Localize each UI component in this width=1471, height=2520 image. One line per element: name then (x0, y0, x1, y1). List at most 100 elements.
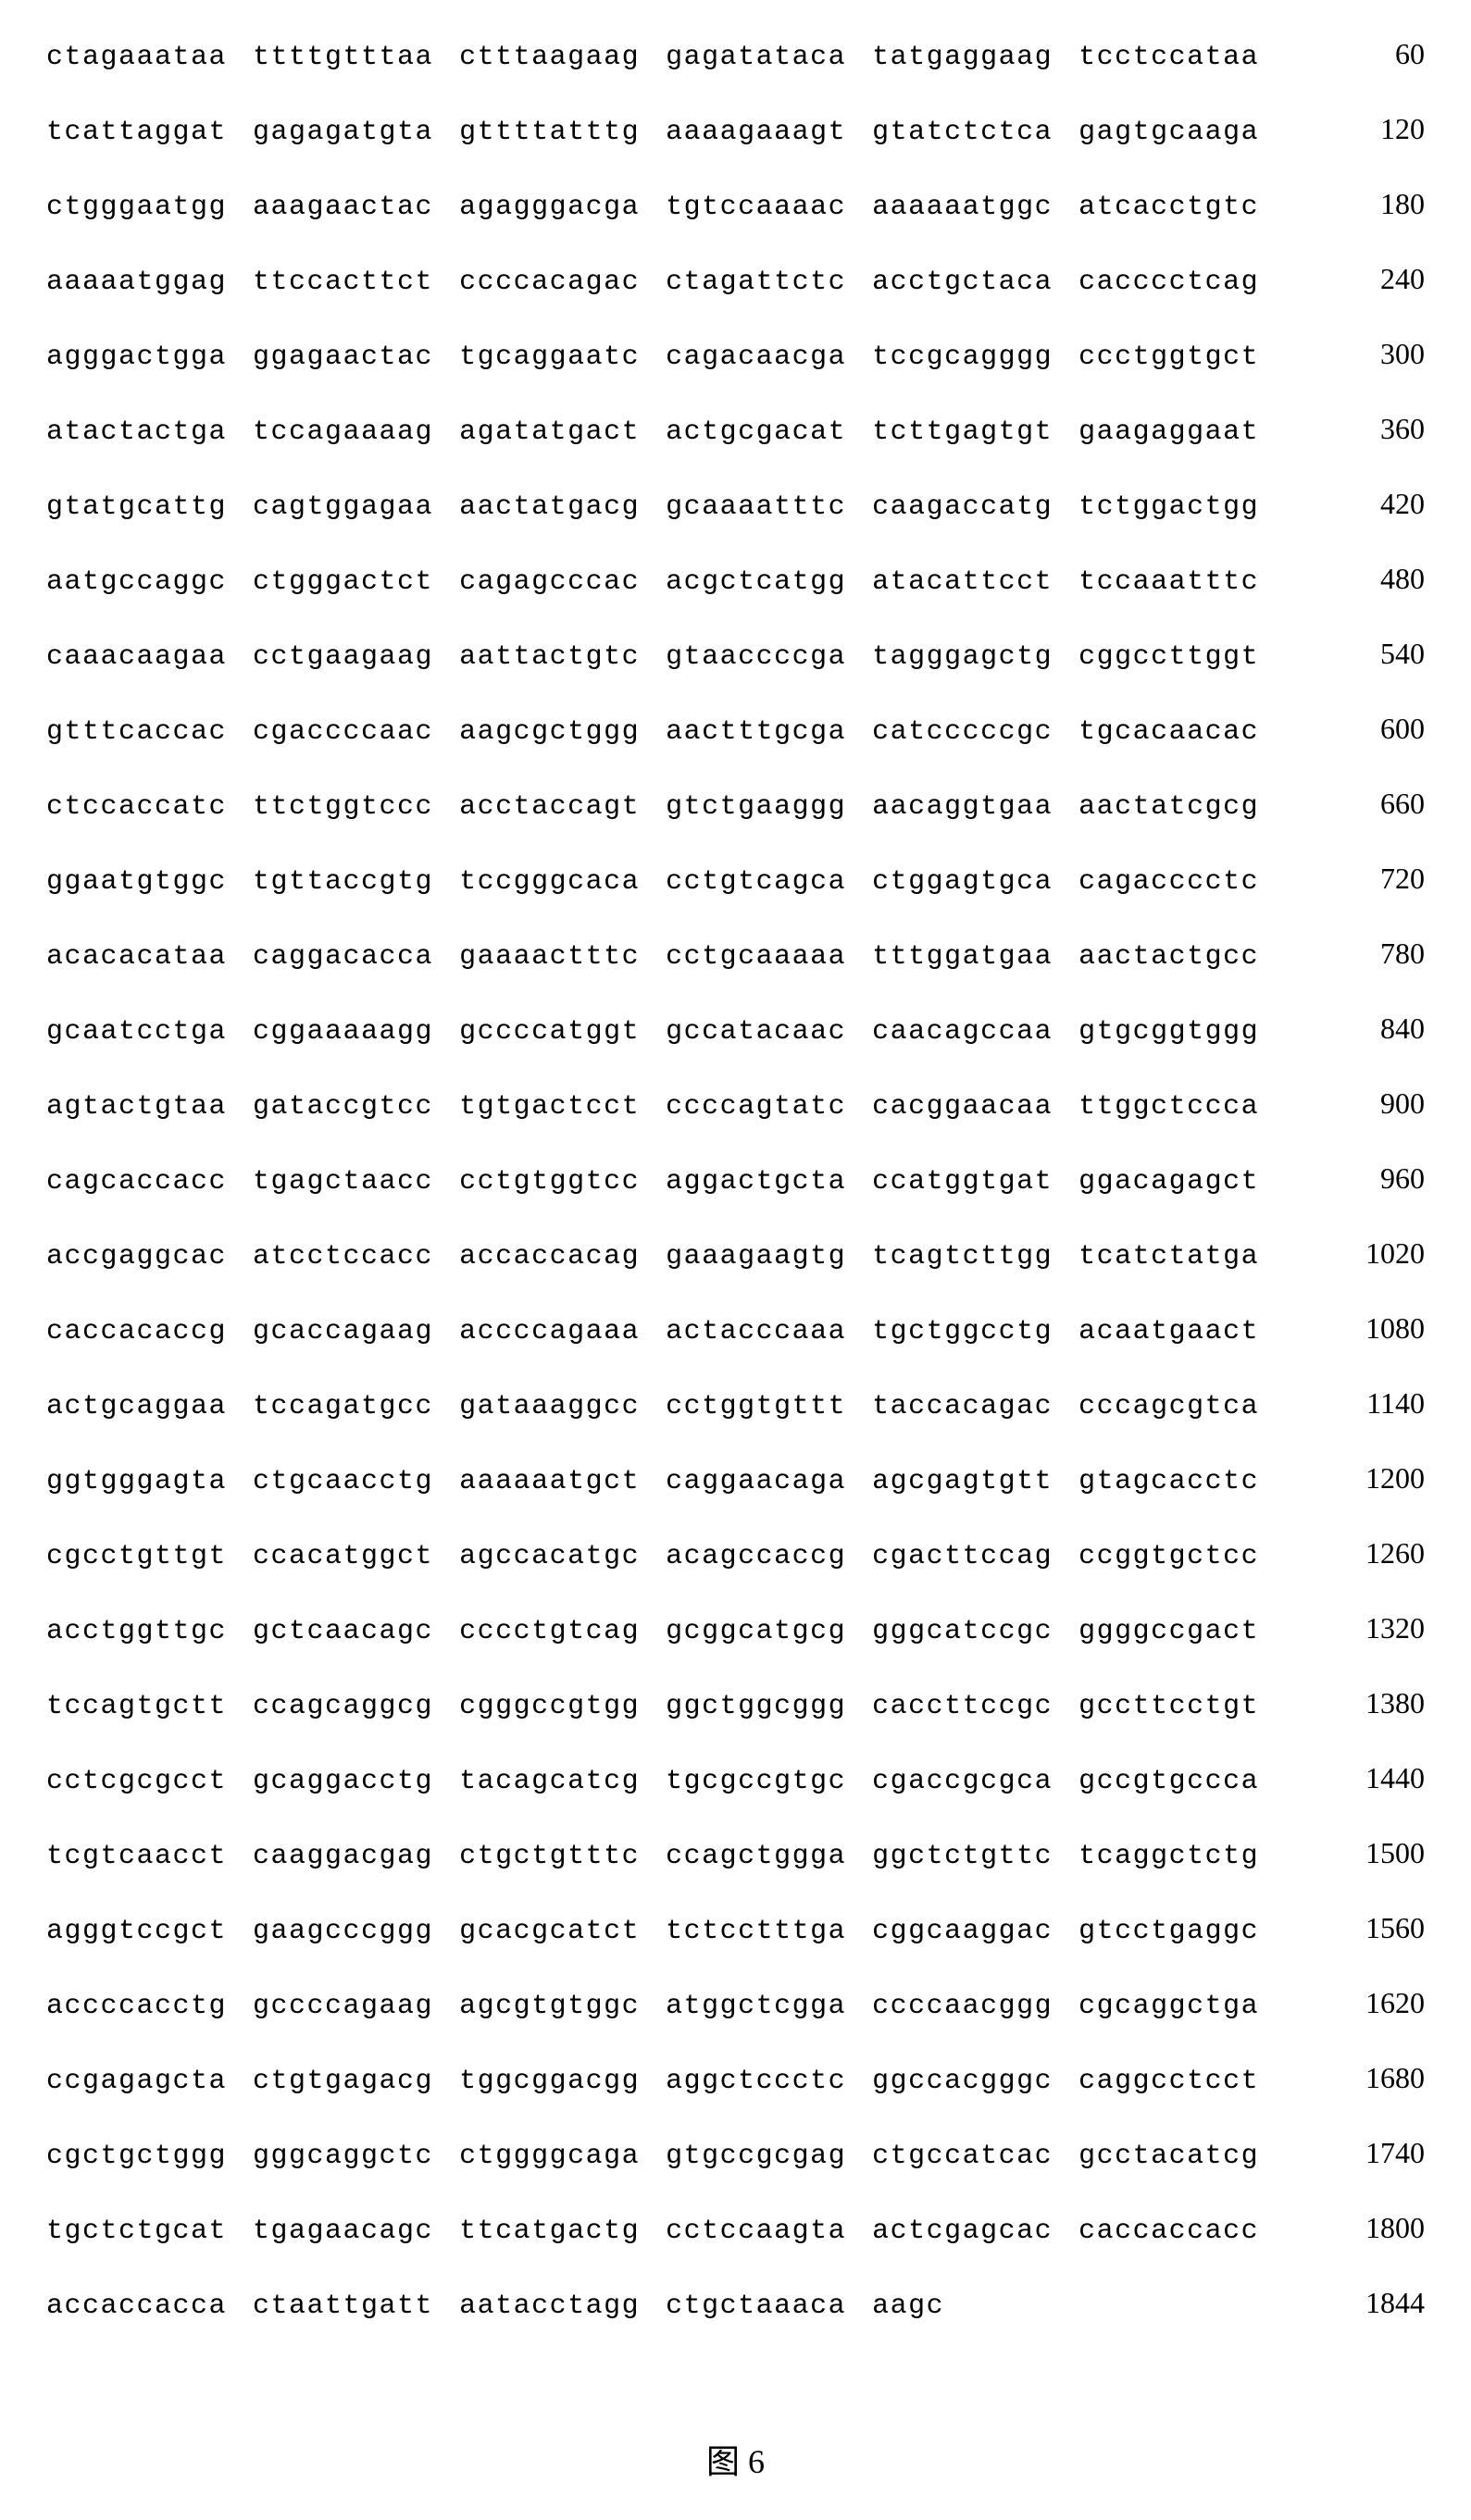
sequence-block: agtactgtaa (46, 1091, 227, 1123)
sequence-blocks: accgaggcacatcctccaccaccaccacaggaaagaagtg… (46, 1241, 1267, 1272)
sequence-position: 480 (1304, 562, 1425, 596)
sequence-block: accccagaaa (459, 1316, 640, 1347)
sequence-position: 1440 (1304, 1761, 1425, 1795)
sequence-block: gcacgcatct (459, 1916, 640, 1947)
sequence-block: gtttcaccac (46, 716, 227, 748)
sequence-block: gagatataca (666, 42, 846, 73)
sequence-block: caggaacaga (666, 1466, 846, 1497)
sequence-position: 120 (1304, 112, 1425, 146)
sequence-block: gtatgcattg (46, 491, 227, 523)
sequence-block: cctgcaaaaa (666, 941, 846, 973)
sequence-block: tcattaggat (46, 117, 227, 148)
sequence-block: ctccaccatc (46, 791, 227, 823)
sequence-block: gccccatggt (459, 1016, 640, 1048)
sequence-block: aagcgctggg (459, 716, 640, 748)
sequence-blocks: cgctgctggggggcaggctcctggggcagagtgccgcgag… (46, 2141, 1267, 2172)
sequence-row: aatgccaggcctgggactctcagagcccacacgctcatgg… (46, 562, 1425, 598)
sequence-blocks: caccacaccggcaccagaagaccccagaaaactacccaaa… (46, 1316, 1267, 1347)
sequence-block: cctgaagaag (253, 641, 433, 673)
sequence-block: tgagctaacc (253, 1166, 433, 1198)
sequence-position: 600 (1304, 712, 1425, 746)
sequence-block: cagagcccac (459, 566, 640, 598)
sequence-block: ttcatgactg (459, 2216, 640, 2247)
sequence-block: tacagcatcg (459, 1766, 640, 1797)
sequence-block: ctaattgatt (253, 2290, 433, 2322)
sequence-position: 1020 (1304, 1236, 1425, 1271)
sequence-position: 1620 (1304, 1986, 1425, 2020)
sequence-block: ccggtgctcc (1078, 1541, 1259, 1572)
sequence-row: cgctgctggggggcaggctcctggggcagagtgccgcgag… (46, 2136, 1425, 2172)
sequence-block: acacacataa (46, 941, 227, 973)
sequence-block: aaaaaatggc (872, 192, 1053, 223)
sequence-blocks: cgcctgttgtccacatggctagccacatgcacagccaccg… (46, 1541, 1267, 1572)
sequence-blocks: tgctctgcattgagaacagcttcatgactgcctccaagta… (46, 2216, 1267, 2247)
sequence-block: gaagcccggg (253, 1916, 433, 1947)
sequence-blocks: ggtgggagtactgcaacctgaaaaaatgctcaggaacaga… (46, 1466, 1267, 1497)
sequence-block: ctgcaacctg (253, 1466, 433, 1497)
sequence-position: 1140 (1304, 1386, 1425, 1421)
sequence-block: gtctgaaggg (666, 791, 846, 823)
sequence-block: ctgtgagacg (253, 2066, 433, 2097)
sequence-block: tctcctttga (666, 1916, 846, 1947)
sequence-blocks: gtttcaccaccgaccccaacaagcgctgggaactttgcga… (46, 716, 1267, 748)
sequence-blocks: cctcgcgcctgcaggacctgtacagcatcgtgcgccgtgc… (46, 1766, 1267, 1797)
sequence-block: gtatctctca (872, 117, 1053, 148)
sequence-blocks: caaacaagaacctgaagaagaattactgtcgtaaccccga… (46, 641, 1267, 673)
sequence-block: ctagaaataa (46, 42, 227, 73)
sequence-block: aggactgcta (666, 1166, 846, 1198)
sequence-block: tgctggcctg (872, 1316, 1053, 1347)
sequence-row: tcattaggatgagagatgtagttttatttgaaaagaaagt… (46, 112, 1425, 148)
sequence-block: tttggatgaa (872, 941, 1053, 973)
sequence-block: aatacctagg (459, 2290, 640, 2322)
sequence-row: accaccaccactaattgattaatacctaggctgctaaaca… (46, 2286, 1425, 2322)
sequence-block: gccgtgccca (1078, 1766, 1259, 1797)
sequence-row: cagcaccacctgagctaacccctgtggtccaggactgcta… (46, 1161, 1425, 1198)
sequence-position: 540 (1304, 637, 1425, 671)
sequence-block: gagtgcaaga (1078, 117, 1259, 148)
sequence-row: cctcgcgcctgcaggacctgtacagcatcgtgcgccgtgc… (46, 1761, 1425, 1797)
sequence-block: gtaaccccga (666, 641, 846, 673)
sequence-block: ggctggcggg (666, 1691, 846, 1722)
sequence-block: caccttccgc (872, 1691, 1053, 1722)
sequence-position: 420 (1304, 487, 1425, 521)
sequence-blocks: cagcaccacctgagctaacccctgtggtccaggactgcta… (46, 1166, 1267, 1198)
sequence-blocks: gcaatcctgacggaaaaagggccccatggtgccatacaac… (46, 1016, 1267, 1048)
sequence-row: agggactggaggagaactactgcaggaatccagacaacga… (46, 337, 1425, 373)
sequence-block: cctgtcagca (666, 866, 846, 898)
sequence-block: atacattcct (872, 566, 1053, 598)
sequence-blocks: acacacataacaggacaccagaaaactttccctgcaaaaa… (46, 941, 1267, 973)
sequence-block: caaacaagaa (46, 641, 227, 673)
sequence-block: aacaggtgaa (872, 791, 1053, 823)
sequence-position: 900 (1304, 1086, 1425, 1121)
sequence-row: tccagtgcttccagcaggcgcgggccgtggggctggcggg… (46, 1686, 1425, 1722)
sequence-block: acgctcatgg (666, 566, 846, 598)
sequence-block: accccacctg (46, 1991, 227, 2022)
sequence-block: caggcctcct (1078, 2066, 1259, 2097)
sequence-block: gataccgtcc (253, 1091, 433, 1123)
sequence-block: ggaatgtggc (46, 866, 227, 898)
sequence-block: ccccacagac (459, 267, 640, 298)
sequence-block: tgtgactcct (459, 1091, 640, 1123)
sequence-block: cagacccctc (1078, 866, 1259, 898)
sequence-block: aatgccaggc (46, 566, 227, 598)
sequence-block: ctggggcaga (459, 2141, 640, 2172)
sequence-position: 960 (1304, 1161, 1425, 1196)
sequence-block: gcggcatgcg (666, 1616, 846, 1647)
sequence-block: atactactga (46, 416, 227, 448)
sequence-block: ctggagtgca (872, 866, 1053, 898)
sequence-block: tcagtcttgg (872, 1241, 1053, 1272)
sequence-block: tgttaccgtg (253, 866, 433, 898)
sequence-position: 1260 (1304, 1536, 1425, 1570)
sequence-block: gccccagaag (253, 1991, 433, 2022)
sequence-row: gcaatcctgacggaaaaagggccccatggtgccatacaac… (46, 1012, 1425, 1048)
sequence-row: ccgagagctactgtgagacgtggcggacggaggctccctc… (46, 2061, 1425, 2097)
sequence-block: acctggttgc (46, 1616, 227, 1647)
sequence-position: 300 (1304, 337, 1425, 371)
sequence-block: aaagaactac (253, 192, 433, 223)
sequence-block: actcgagcac (872, 2216, 1053, 2247)
sequence-block: gctcaacagc (253, 1616, 433, 1647)
sequence-block: cgacttccag (872, 1541, 1053, 1572)
sequence-block: tatgaggaag (872, 42, 1053, 73)
sequence-block: aactatcgcg (1078, 791, 1259, 823)
sequence-block: ttggctccca (1078, 1091, 1259, 1123)
